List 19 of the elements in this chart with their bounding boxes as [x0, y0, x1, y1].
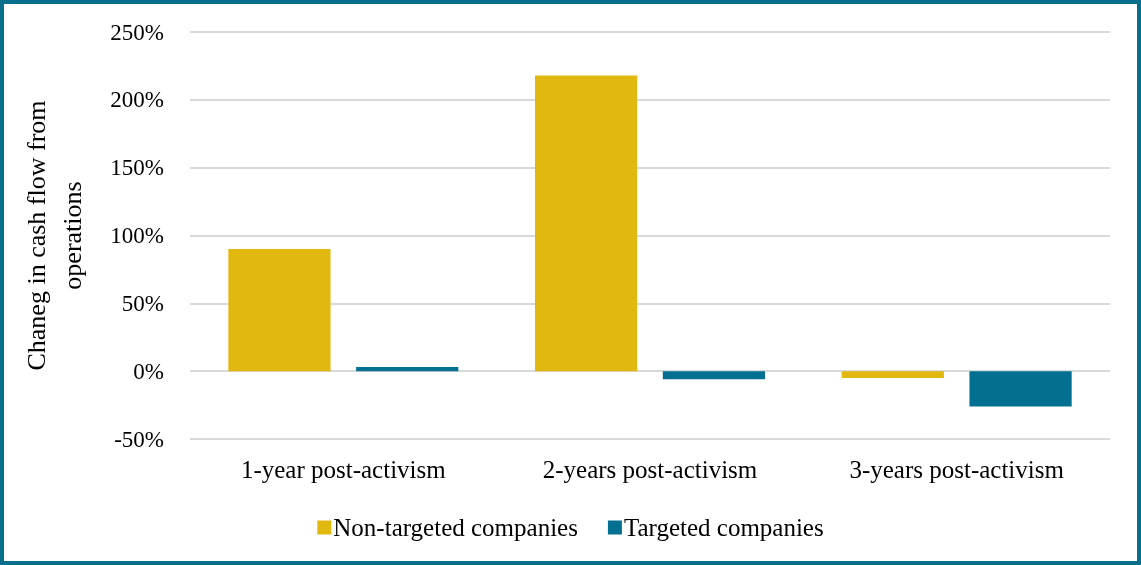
y-tick-label: 50%	[121, 290, 164, 316]
x-tick-label: 3-years post-activism	[849, 456, 1065, 483]
bar	[662, 371, 765, 380]
x-tick-label: 2-years post-activism	[542, 456, 758, 483]
bar	[228, 249, 331, 372]
bar	[969, 371, 1072, 407]
y-tick-label: 100%	[110, 223, 164, 248]
y-tick-label: -50%	[114, 426, 164, 452]
y-tick-label: 0%	[133, 358, 164, 384]
y-tick-label: 200%	[110, 87, 164, 113]
bar	[841, 371, 944, 378]
legend-label: Targeted companies	[623, 514, 824, 541]
y-tick-label: 150%	[110, 155, 164, 181]
legend-label: Non-targeted companies	[333, 514, 578, 541]
x-tick-label: 1-year post-activism	[240, 456, 447, 483]
bar	[356, 367, 459, 372]
y-tick-label: 250%	[110, 19, 164, 45]
y-axis-title: Chaneg in cash flow from operations	[21, 100, 87, 371]
bar	[535, 75, 638, 372]
